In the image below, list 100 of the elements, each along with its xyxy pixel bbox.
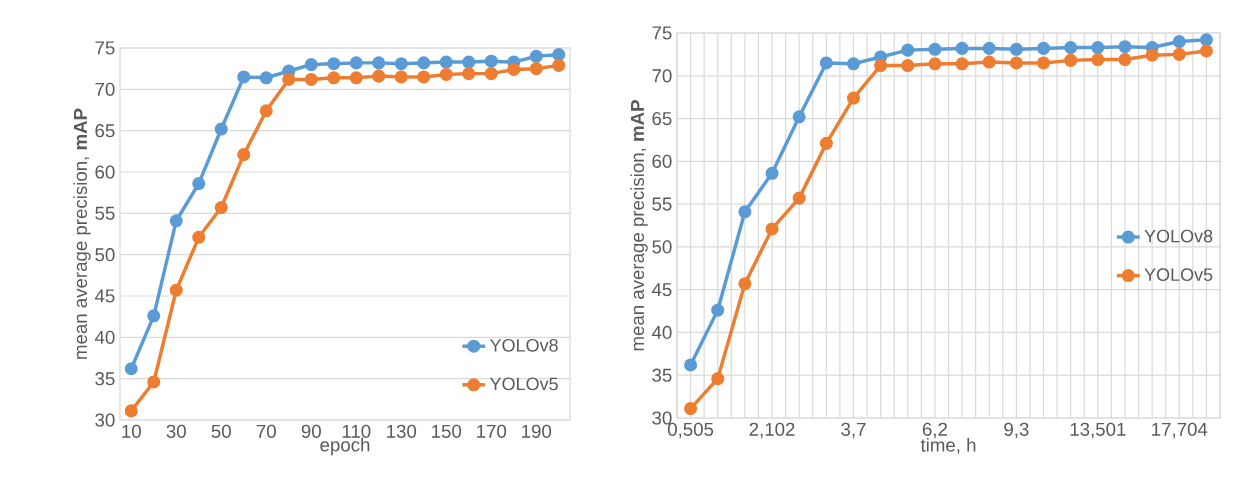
x-tick-label: 6,2 (922, 422, 947, 439)
point (439, 67, 453, 81)
point (765, 222, 779, 236)
point (901, 58, 915, 73)
point (1199, 44, 1213, 58)
point (417, 56, 431, 70)
point (529, 49, 543, 63)
x-tick-label: 30 (166, 424, 186, 438)
x-tick-label: 110 (342, 424, 371, 438)
y-tick-label: 75 (652, 26, 672, 40)
y-tick-label: 65 (95, 124, 115, 138)
point (462, 67, 476, 81)
point (955, 57, 969, 71)
point (819, 136, 833, 150)
x-tick-label: 13,501 (1070, 422, 1126, 439)
x-tick-label: 150 (432, 424, 462, 438)
point (684, 358, 698, 372)
point (394, 57, 408, 71)
point (1009, 56, 1023, 70)
point (846, 91, 861, 105)
y-axis-title: mean average precision, mAP (73, 108, 91, 359)
x-tick-label: 3,7 (841, 422, 866, 439)
point (1199, 33, 1213, 47)
y-tick-label: 35 (652, 368, 672, 382)
point (484, 67, 498, 81)
y-tick-label: 50 (95, 248, 115, 262)
y-tick-label: 40 (651, 325, 672, 340)
point (1172, 35, 1186, 49)
legend-label: YOLOv5 (489, 377, 558, 391)
point (484, 54, 498, 68)
point (874, 58, 888, 73)
point (349, 71, 363, 85)
point (282, 72, 296, 86)
point (327, 71, 341, 85)
y-tick-label: 45 (651, 283, 672, 297)
x-tick-label: 17,704 (1152, 422, 1208, 439)
point (124, 404, 138, 418)
point (417, 70, 431, 84)
y-tick-label: 55 (652, 197, 672, 211)
x-tick-label: 10 (122, 424, 141, 438)
point (1091, 52, 1105, 67)
point (846, 57, 861, 71)
point (1145, 48, 1159, 62)
x-tick-label: 70 (256, 424, 276, 438)
point (507, 62, 521, 77)
point (1118, 40, 1132, 54)
point (928, 42, 942, 56)
point (462, 55, 476, 69)
y-tick-label: 75 (95, 41, 115, 55)
point (372, 56, 386, 70)
point (955, 41, 969, 55)
point (349, 56, 363, 70)
point (819, 56, 833, 70)
x-tick-label: 170 (477, 424, 507, 438)
point (237, 70, 251, 84)
x-tick-label: 190 (522, 424, 552, 438)
point (192, 230, 206, 244)
point (327, 57, 341, 71)
point (1009, 42, 1023, 56)
point (372, 69, 386, 83)
point (684, 402, 698, 416)
point (792, 191, 806, 205)
point (1037, 56, 1051, 70)
point (529, 62, 543, 76)
point (792, 110, 806, 124)
point (982, 41, 996, 55)
point (237, 148, 251, 162)
point (439, 55, 453, 69)
x-tick-label: 130 (387, 424, 417, 438)
point (1118, 52, 1132, 67)
legend-label: YOLOv8 (489, 338, 558, 352)
y-tick-label: 70 (652, 69, 672, 83)
x-tick-label: 90 (301, 424, 321, 438)
point (552, 48, 566, 62)
point (552, 58, 566, 72)
point (1064, 41, 1078, 55)
y-tick-label: 40 (94, 330, 115, 344)
y-tick-label: 70 (95, 82, 115, 96)
x-tick-label: 9,3 (1004, 422, 1029, 439)
point (169, 214, 183, 228)
point (147, 375, 161, 389)
x-axis-title: time, h (920, 437, 976, 454)
x-tick-label: 50 (211, 424, 231, 438)
point (901, 43, 915, 57)
legend-label: YOLOv5 (1144, 268, 1213, 282)
point (1172, 47, 1186, 61)
point (928, 57, 942, 71)
point (124, 362, 138, 376)
point (711, 372, 725, 386)
x-tick-label: 2,102 (749, 422, 795, 439)
point (259, 104, 273, 118)
y-tick-label: 55 (95, 206, 115, 220)
point (259, 71, 273, 85)
point (169, 283, 183, 297)
point (147, 309, 161, 323)
point (304, 57, 318, 72)
point (1037, 41, 1051, 55)
y-tick-label: 60 (652, 154, 672, 168)
point (982, 55, 996, 69)
y-tick-label: 45 (94, 289, 115, 303)
